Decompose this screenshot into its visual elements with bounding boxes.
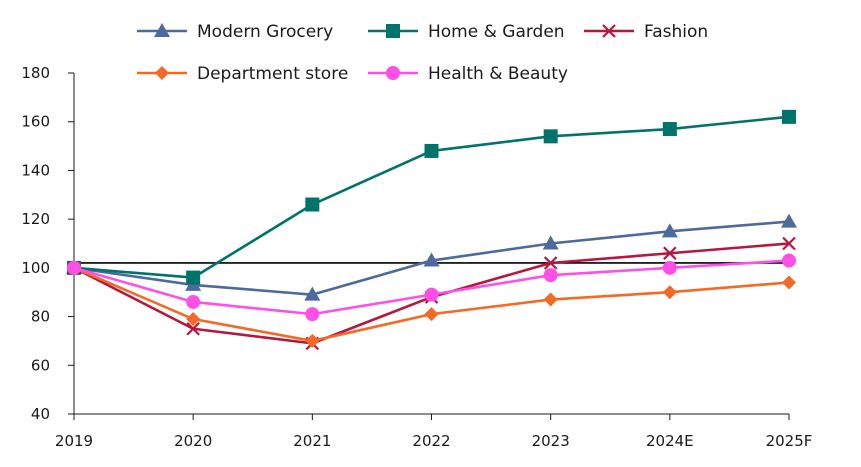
- data-point-department-store: [186, 312, 201, 327]
- legend-marker: [386, 66, 400, 80]
- legend-item-health-and-beauty: Health & Beauty: [368, 64, 568, 84]
- x-tick-label: 2022: [412, 432, 450, 450]
- data-point-department-store: [782, 275, 796, 290]
- data-point-health-and-beauty: [305, 307, 320, 322]
- data-point-department-store: [662, 285, 677, 300]
- x-tick-label: 2019: [55, 432, 93, 450]
- series-modern-grocery: [66, 213, 797, 301]
- legend-marker: [602, 24, 616, 38]
- y-tick-label: 80: [31, 308, 50, 326]
- data-point-department-store: [305, 333, 320, 348]
- y-tick-label: 100: [21, 259, 50, 277]
- data-point-health-and-beauty: [782, 253, 796, 268]
- y-tick-label: 60: [31, 356, 50, 374]
- legend-item-fashion: Fashion: [584, 22, 708, 42]
- y-tick-label: 160: [21, 113, 50, 131]
- x-tick-label: 2021: [293, 432, 331, 450]
- x-tick-label: 2025F: [766, 432, 813, 450]
- data-point-modern-grocery: [423, 252, 440, 267]
- x-tick-label: 2024E: [646, 432, 694, 450]
- x-tick-label: 2023: [532, 432, 570, 450]
- data-point-home-and-garden: [543, 129, 558, 144]
- legend: Modern Grocery Home & Garden Fashion Depart…: [137, 22, 708, 84]
- series-line-health-and-beauty: [73, 259, 790, 316]
- data-point-home-and-garden: [305, 197, 320, 212]
- data-point-home-and-garden: [424, 143, 439, 158]
- axes: 40 60 80 100 120 140 160 180 2019 2020 2021 2022 202…: [21, 64, 812, 450]
- legend-label: Department store: [197, 64, 348, 84]
- data-point-modern-grocery: [781, 213, 797, 228]
- y-tick-label: 120: [21, 210, 50, 228]
- data-point-modern-grocery: [542, 235, 559, 250]
- data-point-health-and-beauty: [186, 294, 201, 309]
- legend-label: Health & Beauty: [428, 64, 568, 84]
- data-point-health-and-beauty: [67, 260, 81, 275]
- y-tick-label: 180: [21, 64, 50, 82]
- legend-item-department-store: Department store: [137, 64, 348, 84]
- legend-marker: [386, 24, 400, 38]
- series-department-store: [67, 260, 796, 348]
- data-point-home-and-garden: [662, 122, 677, 137]
- legend-item-modern-grocery: Modern Grocery: [137, 22, 333, 42]
- data-point-health-and-beauty: [543, 268, 558, 283]
- series-health-and-beauty: [67, 253, 796, 322]
- data-point-fashion: [663, 246, 677, 261]
- data-point-fashion: [782, 236, 796, 251]
- data-point-modern-grocery: [304, 286, 321, 301]
- data-point-fashion: [543, 256, 558, 270]
- data-point-modern-grocery: [661, 223, 678, 238]
- legend-item-home-and-garden: Home & Garden: [368, 22, 565, 42]
- legend-label: Fashion: [644, 22, 708, 42]
- legend-marker: [155, 66, 169, 80]
- data-point-health-and-beauty: [662, 260, 677, 275]
- data-point-home-and-garden: [782, 109, 796, 124]
- series-line-department-store: [73, 266, 790, 343]
- series-layer: [66, 109, 797, 351]
- series-home-and-garden: [67, 109, 796, 285]
- data-point-department-store: [424, 307, 439, 322]
- data-point-department-store: [543, 292, 558, 307]
- y-tick-label: 40: [31, 405, 50, 423]
- data-point-fashion: [186, 321, 200, 336]
- legend-marker: [154, 23, 170, 37]
- y-tick-label: 140: [21, 161, 50, 179]
- data-point-health-and-beauty: [424, 287, 439, 302]
- legend-label: Home & Garden: [428, 22, 565, 42]
- data-point-home-and-garden: [186, 270, 201, 285]
- legend-label: Modern Grocery: [197, 22, 333, 42]
- x-tick-label: 2020: [174, 432, 212, 450]
